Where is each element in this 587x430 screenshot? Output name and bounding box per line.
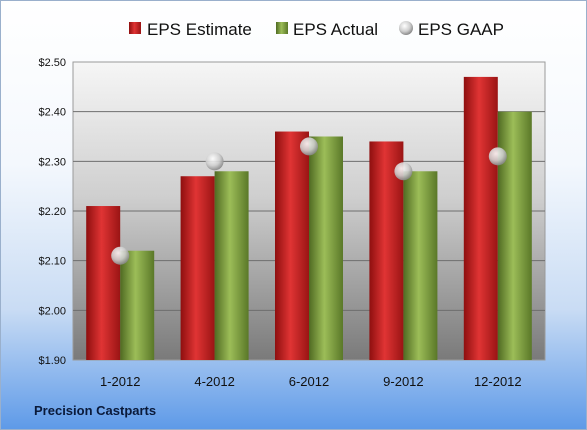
x-tick-label: 9-2012 (383, 374, 423, 389)
y-tick-label: $2.30 (38, 156, 66, 168)
bars (86, 76, 532, 361)
legend: EPS Estimate EPS Actual EPS GAAP (129, 20, 504, 39)
y-tick-label: $2.20 (38, 206, 66, 218)
y-tick-label: $2.40 (38, 107, 66, 119)
estimate-bar (275, 131, 309, 360)
y-tick-label: $2.10 (38, 256, 66, 268)
actual-bar (403, 171, 438, 360)
legend-swatch-estimate (129, 22, 141, 34)
actual-bar (309, 136, 343, 360)
company-name: Precision Castparts (34, 403, 157, 418)
x-axis: 1-2012 4-2012 6-2012 9-2012 12-2012 (100, 374, 522, 389)
x-tick-label: 12-2012 (474, 374, 522, 389)
legend-item-actual: EPS Actual (276, 20, 378, 39)
estimate-bar (463, 76, 498, 361)
x-tick-label: 1-2012 (100, 374, 140, 389)
x-tick-label: 6-2012 (289, 374, 329, 389)
gaap-marker (394, 162, 413, 181)
legend-item-estimate: EPS Estimate (129, 20, 252, 39)
legend-label-gaap: EPS GAAP (418, 20, 504, 39)
actual-bar (120, 250, 155, 360)
estimate-bar (180, 176, 215, 360)
actual-bar (214, 171, 249, 360)
legend-swatch-actual (276, 22, 288, 34)
gaap-markers (111, 137, 507, 265)
legend-label-estimate: EPS Estimate (147, 20, 252, 39)
y-tick-label: $2.50 (38, 57, 66, 69)
legend-marker-gaap (399, 21, 413, 35)
gaap-marker (300, 137, 318, 156)
gaap-marker (205, 152, 224, 171)
actual-bar (497, 111, 532, 361)
y-tick-label: $1.90 (38, 355, 66, 367)
legend-label-actual: EPS Actual (293, 20, 378, 39)
y-axis: $1.90 $2.00 $2.10 $2.20 $2.30 $2.40 $2.50 (38, 57, 66, 367)
y-tick-label: $2.00 (38, 305, 66, 317)
legend-item-gaap: EPS GAAP (399, 20, 504, 39)
gaap-marker (111, 246, 130, 265)
x-tick-label: 4-2012 (194, 374, 234, 389)
estimate-bar (86, 206, 121, 360)
gaap-marker (488, 147, 507, 166)
